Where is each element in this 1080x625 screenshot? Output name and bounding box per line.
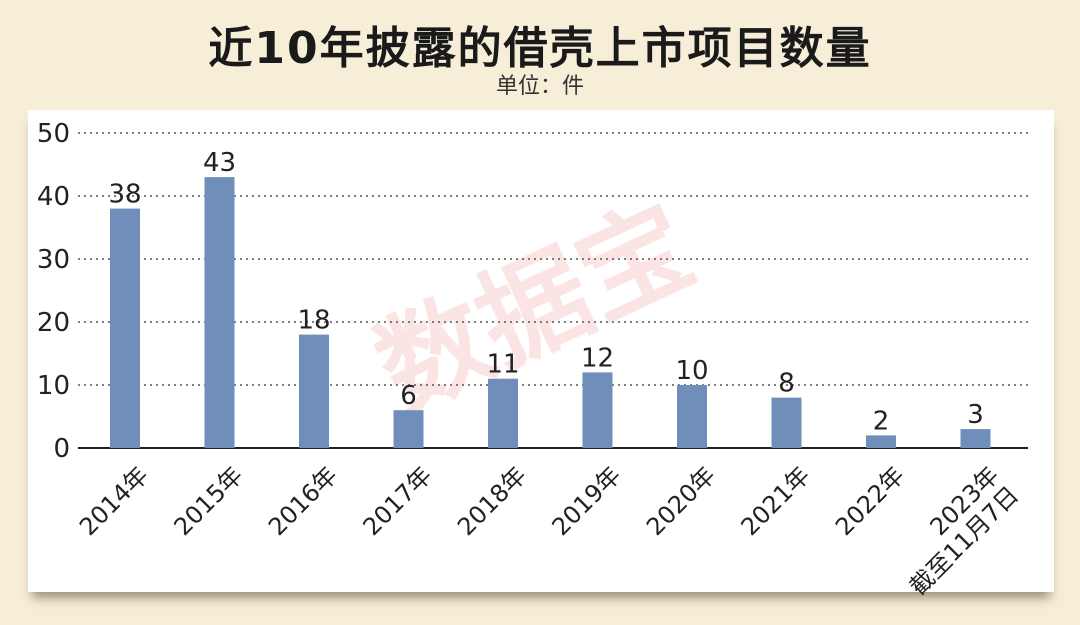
- y-tick-label: 40: [37, 182, 70, 212]
- x-axis: 2014年 2015年 2016年 2017年 2018年 2019年 2020年 2021年…: [74, 461, 1024, 601]
- data-label: 10: [675, 356, 708, 386]
- x-tick-label-line: 2019年: [547, 461, 627, 541]
- x-tick-label-line: 2022年: [830, 461, 910, 541]
- bar: [771, 397, 802, 448]
- x-tick-label-line: 2018年: [452, 461, 532, 541]
- x-tick-label-line: 2016年: [263, 461, 343, 541]
- x-tick-label: 2022年: [830, 461, 910, 541]
- bar: [582, 372, 613, 448]
- y-tick-label: 10: [37, 371, 70, 401]
- x-tick-label: 2017年: [358, 461, 438, 541]
- y-tick-label: 50: [37, 119, 70, 149]
- chart-panel: [28, 110, 1054, 592]
- bar: [204, 177, 235, 448]
- x-tick-label-line: 2015年: [169, 461, 249, 541]
- data-labels: 38 43 18 6 11 12 10 8 2 3: [108, 148, 983, 436]
- x-tick-label-line: 2020年: [641, 461, 721, 541]
- x-tick-label: 2021年: [736, 461, 816, 541]
- x-tick-label-line: 2014年: [74, 461, 154, 541]
- bars: [110, 177, 991, 448]
- y-tick-label: 20: [37, 308, 70, 338]
- x-tick-label: 2014年: [74, 461, 154, 541]
- y-tick-label: 30: [37, 245, 70, 275]
- x-tick-label-line: 2021年: [736, 461, 816, 541]
- data-label: 3: [967, 400, 984, 430]
- unit-label: 单位：件: [495, 74, 584, 99]
- data-label: 12: [581, 343, 614, 373]
- x-tick-label: 2020年: [641, 461, 721, 541]
- y-tick-label: 0: [53, 434, 70, 464]
- x-tick-label-line: 2017年: [358, 461, 438, 541]
- x-tick-label: 2015年: [169, 461, 249, 541]
- bar: [488, 378, 518, 448]
- x-tick-label: 2018年: [452, 461, 532, 541]
- data-label: 2: [873, 406, 890, 436]
- data-label: 43: [203, 148, 236, 178]
- data-label: 38: [108, 180, 141, 210]
- bar: [866, 435, 896, 448]
- data-label: 8: [778, 369, 795, 399]
- data-label: 11: [486, 350, 519, 380]
- bar: [299, 334, 329, 448]
- bar: [960, 429, 991, 448]
- bar: [677, 385, 707, 448]
- chart-title: 近10年披露的借壳上市项目数量: [208, 23, 872, 74]
- bar: [110, 208, 140, 448]
- x-tick-label: 2019年: [547, 461, 627, 541]
- data-label: 18: [297, 306, 330, 336]
- y-axis: 0 10 20 30 40 50: [37, 119, 70, 464]
- data-label: 6: [400, 381, 417, 411]
- bar: [393, 410, 424, 448]
- x-tick-label: 2016年: [263, 461, 343, 541]
